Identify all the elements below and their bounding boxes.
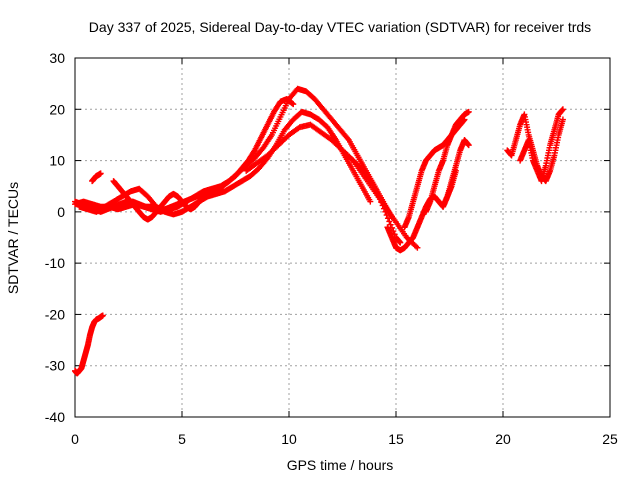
data-point xyxy=(383,212,390,219)
x-tick-label: 5 xyxy=(178,431,186,447)
axis-ticks: 0 5 10 15 20 25 -40 -30 -20 -10 0 10 20 30 xyxy=(45,50,618,447)
data-point xyxy=(372,186,379,193)
data-point xyxy=(344,135,351,142)
data-point xyxy=(379,202,386,209)
data-point xyxy=(387,221,394,228)
data-point xyxy=(397,239,404,246)
x-tick-label: 0 xyxy=(71,431,79,447)
series-rise-c xyxy=(440,137,472,210)
x-axis-label: GPS time / hours xyxy=(287,457,394,473)
data-point xyxy=(382,208,389,215)
data-point xyxy=(559,106,566,113)
chart-title: Day 337 of 2025, Sidereal Day-to-day VTE… xyxy=(89,19,591,35)
y-tick-label: 30 xyxy=(49,50,65,66)
x-tick-label: 10 xyxy=(281,431,297,447)
data-point xyxy=(200,193,207,200)
data-point xyxy=(559,116,566,123)
data-point xyxy=(367,198,374,205)
y-tick-label: 20 xyxy=(49,101,65,117)
y-tick-label: -10 xyxy=(45,255,65,271)
data-point xyxy=(386,218,393,225)
data-point xyxy=(378,199,385,206)
series-late-cluster-b xyxy=(517,106,566,185)
data-point xyxy=(99,312,106,319)
data-point xyxy=(374,189,381,196)
data-point xyxy=(465,108,472,115)
x-tick-label: 25 xyxy=(602,431,618,447)
data-point xyxy=(384,215,391,222)
series-low-band-a xyxy=(72,96,297,215)
series-early-short xyxy=(89,170,104,185)
y-axis-label: SDTVAR / TECUs xyxy=(5,182,21,294)
data-point xyxy=(375,192,382,199)
data-point xyxy=(290,101,297,108)
y-tick-label: -40 xyxy=(45,409,65,425)
y-tick-label: -20 xyxy=(45,306,65,322)
series-mid-band xyxy=(110,178,207,223)
data-point xyxy=(97,170,104,177)
data-point xyxy=(465,142,472,149)
series-rise-b xyxy=(422,108,472,215)
grid xyxy=(75,58,610,417)
data-point xyxy=(376,196,383,203)
series-drop-a xyxy=(339,147,404,246)
series-rise-a xyxy=(401,116,468,231)
plot-frame xyxy=(74,57,611,418)
data-point xyxy=(380,205,387,212)
data-point xyxy=(414,244,421,251)
series-early-negative xyxy=(72,312,106,377)
y-tick-label: 0 xyxy=(57,204,65,220)
y-tick-label: -30 xyxy=(45,358,65,374)
y-tick-label: 10 xyxy=(49,153,65,169)
data-points xyxy=(72,85,566,377)
x-tick-label: 20 xyxy=(495,431,511,447)
x-tick-label: 15 xyxy=(388,431,404,447)
data-point xyxy=(371,183,378,190)
